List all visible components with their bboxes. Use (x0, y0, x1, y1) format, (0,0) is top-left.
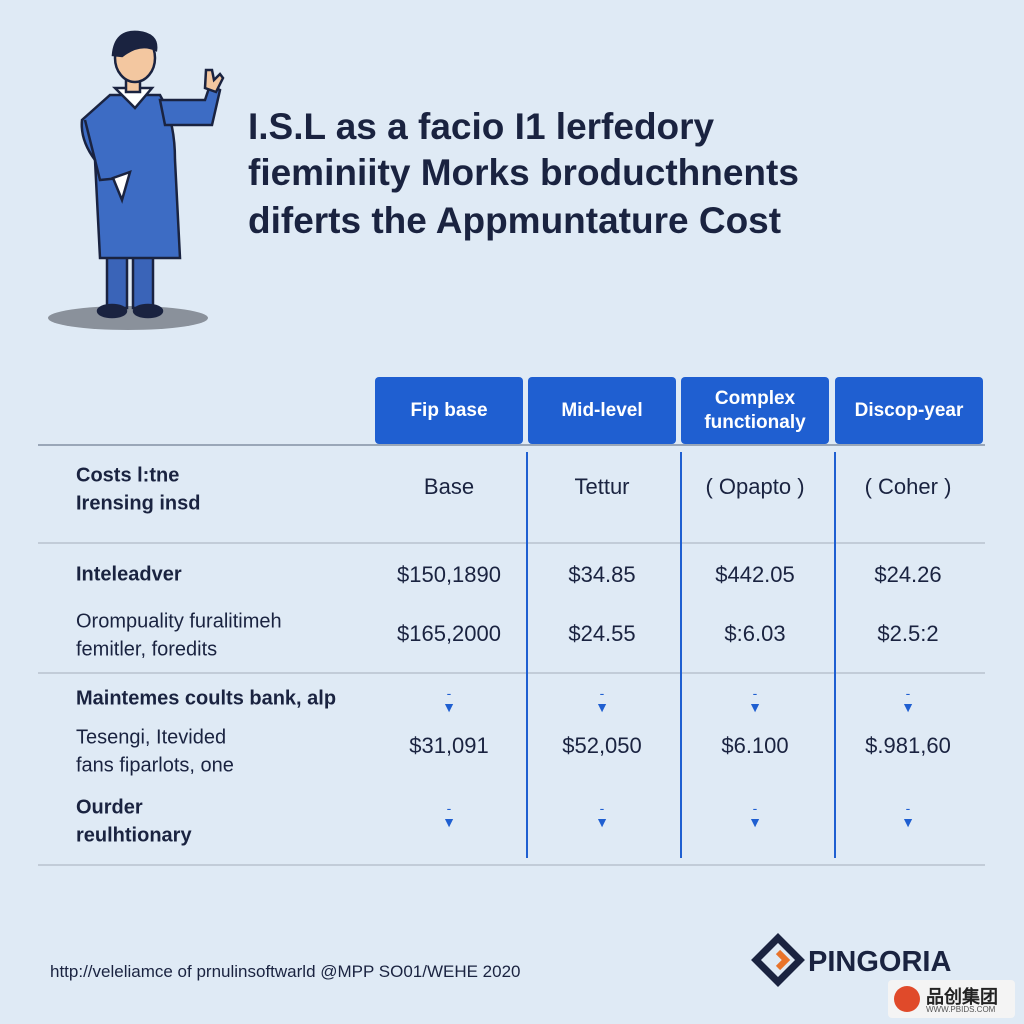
arrow-icon: - ▼ (595, 685, 609, 715)
column-header: Fip base (375, 377, 523, 444)
watermark-name: 品创集团 (926, 987, 998, 1007)
row-label: femitler, foredits (76, 638, 218, 661)
arrow-icon: - ▼ (901, 685, 915, 715)
row-label: Orompuality furalitimeh (76, 610, 282, 633)
arrow-icon: - ▼ (901, 800, 915, 830)
cell: Base (423, 474, 475, 499)
cell: $150,1890 (397, 562, 501, 587)
row-label: Tesengi, Itevided (76, 726, 227, 749)
column-header: Discop-year (835, 377, 983, 444)
source: http://veleliamce of prnulinsoftwarld @M… (50, 962, 521, 981)
title-line: I.S.L as a facio I1 lerfedory (248, 106, 715, 147)
cell: $24.26 (874, 562, 942, 587)
brand: PINGORIA (808, 946, 952, 978)
watermark-box (888, 980, 1015, 1018)
row-label: fans fiparlots, one (76, 754, 234, 777)
row-label: reulhtionary (76, 824, 192, 847)
row-label: Costs l:tne (76, 464, 180, 487)
cell: $52,050 (562, 733, 642, 758)
cell: ( Opapto ) (705, 474, 805, 499)
arrow-icon: - ▼ (595, 800, 609, 830)
column-header: Complex functionaly (681, 377, 829, 444)
column-header: Mid-level (528, 377, 676, 444)
row-label: Maintemes coults bank, alp (76, 687, 337, 710)
cell: $.981,60 (865, 733, 951, 758)
cell: Tettur (574, 474, 630, 499)
person (80, 30, 225, 319)
title-line: fieminiity Morks broducthnents (248, 152, 799, 193)
title-line: diferts the Appmuntature Cost (248, 200, 782, 241)
watermark-logo (894, 986, 920, 1012)
shadow (48, 306, 208, 330)
cell: $2.5:2 (877, 621, 939, 646)
cell: $442.05 (715, 562, 795, 587)
cell: $6.100 (721, 733, 789, 758)
cell: $:6.03 (724, 621, 786, 646)
row-label: Ourder (76, 796, 143, 819)
arrow-icon: - ▼ (442, 685, 456, 715)
watermark-url: WWW.PBIDS.COM (926, 1005, 996, 1014)
row-label: Inteleadver (76, 563, 182, 586)
cell: $24.55 (568, 621, 636, 646)
cell: $165,2000 (397, 621, 501, 646)
row-label: Irensing insd (76, 492, 201, 515)
arrow-icon: - ▼ (442, 800, 456, 830)
cell: ( Coher ) (864, 474, 952, 499)
arrow-icon: - ▼ (748, 800, 762, 830)
brand-logo (751, 933, 805, 987)
cell: $34.85 (568, 562, 636, 587)
cell: $31,091 (409, 733, 489, 758)
arrow-icon: - ▼ (748, 685, 762, 715)
